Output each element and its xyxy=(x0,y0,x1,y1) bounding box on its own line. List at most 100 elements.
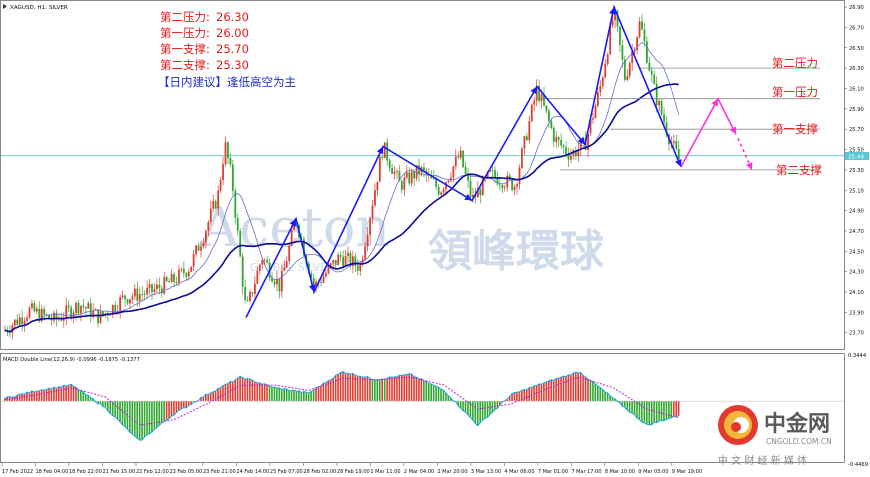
macd-histogram-bar xyxy=(557,378,560,402)
candle-body xyxy=(283,267,286,272)
candle-body xyxy=(562,145,565,148)
candle-body xyxy=(182,268,185,274)
candle-body xyxy=(344,255,347,266)
candle-body xyxy=(523,136,526,149)
candle-body xyxy=(141,294,144,295)
macd-histogram-bar xyxy=(425,381,428,402)
candle-body xyxy=(398,171,401,182)
macd-histogram-bar xyxy=(325,382,327,402)
macd-histogram-bar xyxy=(472,401,474,421)
macd-histogram-bar xyxy=(543,383,545,402)
candle-body xyxy=(530,104,533,122)
candle-body xyxy=(388,160,391,168)
y-tick-label: 25.70 xyxy=(849,127,864,133)
macd-histogram-bar xyxy=(317,386,320,402)
macd-histogram-bar xyxy=(599,387,602,402)
candle-body xyxy=(38,308,41,321)
candle-body xyxy=(156,284,158,289)
macd-histogram-bar xyxy=(124,401,126,427)
candle-body xyxy=(288,245,291,262)
candle-body xyxy=(320,282,322,283)
macd-histogram-bar xyxy=(256,382,259,402)
candle-body xyxy=(467,173,469,181)
macd-histogram-bar xyxy=(518,391,521,402)
candle-body xyxy=(31,303,33,308)
candle-body xyxy=(26,317,28,321)
macd-histogram-bar xyxy=(376,380,379,402)
macd-histogram-bar xyxy=(601,389,604,402)
candle-body xyxy=(293,223,295,230)
macd-histogram-bar xyxy=(442,390,445,402)
candle-body xyxy=(494,170,496,178)
macd-histogram-bar xyxy=(305,392,308,402)
macd-histogram-bar xyxy=(138,401,141,441)
macd-histogram-bar xyxy=(447,395,450,402)
x-tick-label: 7 Mar 01:00 xyxy=(538,469,568,475)
macd-histogram-bar xyxy=(200,397,202,402)
candle-body xyxy=(513,186,516,191)
candle-body xyxy=(619,26,621,46)
macd-histogram-bar xyxy=(398,375,401,402)
macd-histogram-bar xyxy=(178,401,180,411)
macd-histogram-bar xyxy=(589,380,592,402)
trend-arrowhead xyxy=(376,146,384,155)
logo-name: 中金网 xyxy=(764,411,830,437)
candle-body xyxy=(187,271,190,277)
macd-histogram-bar xyxy=(430,383,432,402)
macd-histogram-bar xyxy=(344,373,347,402)
candle-body xyxy=(33,303,36,312)
macd-histogram-bar xyxy=(212,391,214,402)
y-tick-label: 26.10 xyxy=(849,87,864,93)
macd-histogram-bar xyxy=(107,401,109,411)
macd-histogram-bar xyxy=(496,401,499,409)
macd-histogram-bar xyxy=(597,386,599,402)
trend-arrowhead xyxy=(464,193,472,201)
candle-body xyxy=(658,100,661,106)
y-tick-label: 25.50 xyxy=(849,148,864,154)
macd-histogram-bar xyxy=(173,401,175,416)
trend-arrowhead xyxy=(675,159,682,167)
candle-body xyxy=(258,264,261,271)
candle-body xyxy=(653,74,656,84)
y-tick-label: 26.70 xyxy=(849,25,864,31)
candle-body xyxy=(454,156,457,167)
logo-tagline: 中 文 财 经 新 媒 体 xyxy=(718,454,807,467)
macd-histogram-bar xyxy=(207,394,210,402)
candle-body xyxy=(222,164,224,181)
macd-histogram-bar xyxy=(410,374,413,402)
candle-body xyxy=(511,178,514,191)
macd-histogram-bar xyxy=(584,377,587,402)
candle-body xyxy=(13,319,16,326)
macd-histogram-bar xyxy=(182,401,185,408)
candle-body xyxy=(285,261,288,268)
macd-histogram-bar xyxy=(646,401,648,425)
x-tick-label: 9 Mar 19:00 xyxy=(672,469,702,475)
macd-histogram-bar xyxy=(513,392,516,402)
macd-histogram-bar xyxy=(75,387,77,402)
candle-body xyxy=(334,260,337,265)
macd-histogram-bar xyxy=(97,401,99,404)
candle-body xyxy=(594,105,597,119)
macd-histogram-bar xyxy=(285,389,288,402)
macd-histogram-bar xyxy=(82,391,85,402)
candle-body xyxy=(28,307,31,318)
candle-body xyxy=(646,41,648,63)
macd-histogram-bar xyxy=(254,382,256,402)
macd-histogram-bar xyxy=(540,384,543,402)
candle-body xyxy=(538,85,540,101)
macd-histogram-bar xyxy=(374,380,376,402)
candle-body xyxy=(369,218,371,235)
candle-body xyxy=(146,287,148,295)
candle-body xyxy=(352,256,354,267)
candle-body xyxy=(506,175,509,188)
macd-histogram-bar xyxy=(6,396,9,402)
macd-histogram-bar xyxy=(293,390,295,402)
macd-histogram-bar xyxy=(677,401,680,416)
macd-histogram-bar xyxy=(87,395,89,402)
candle-body xyxy=(151,284,153,293)
macd-histogram-bar xyxy=(484,401,486,419)
candle-body xyxy=(489,170,491,172)
candle-body xyxy=(655,83,658,106)
candle-body xyxy=(231,164,234,191)
macd-histogram-bar xyxy=(339,372,342,402)
